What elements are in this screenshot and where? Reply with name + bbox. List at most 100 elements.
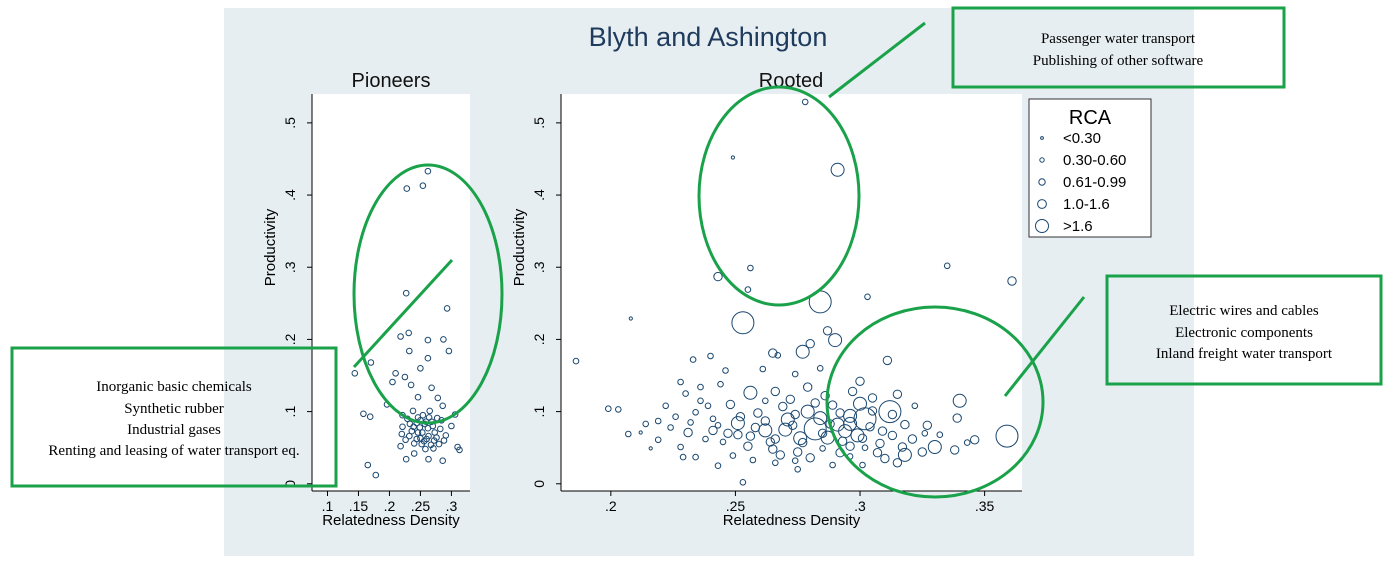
pioneers-data-point [397,333,404,340]
pioneers-data-point [442,432,450,439]
rooted-x-tick-label: .2 [605,498,617,514]
rooted-data-point [917,447,927,457]
rooted-data-point [780,412,795,427]
rooted-data-point [791,457,799,465]
rooted-data-point [828,333,843,348]
legend-title: RCA [1069,107,1112,129]
rooted-data-point [952,393,967,408]
pioneers-data-point [437,425,444,433]
rooted-data-point [714,422,722,429]
annotation-left-pointer [352,258,454,369]
legend-label: <0.30 [1063,130,1101,147]
pioneers-data-point [427,441,435,449]
rooted-data-point [687,419,694,426]
rooted-data-point [667,424,674,431]
annotation-top: Passenger water transport Publishing of … [828,6,1286,99]
rooted-data-point [936,431,944,439]
rooted-data-point [800,404,815,419]
rooted-data-point [689,356,697,363]
rooted-data-point [692,453,699,461]
pioneers-data-point [367,359,375,366]
rooted-x-tick-label: .25 [726,498,746,514]
pioneers-data-point [440,336,447,343]
rooted-data-point [642,420,650,428]
rooted-data-point [648,446,653,451]
legend-marker [1040,136,1044,140]
rooted-data-point [747,264,754,272]
rooted-y-tick-label: .4 [531,189,547,201]
rooted-data-point [743,385,758,400]
rooted-data-point [733,430,743,440]
rooted-data-point [749,456,757,464]
rooted-data-point [708,425,718,436]
rooted-data-point [702,435,709,443]
rooted-data-point [768,444,778,454]
pioneers-y-tick-label: 0 [282,480,298,488]
rooted-data-point [683,427,693,438]
pioneers-x-axis-label: Relatedness Density [322,512,460,529]
rooted-data-point [822,326,833,336]
pioneers-y-tick-label: .5 [282,117,298,129]
rooted-data-point [775,450,785,460]
annotation-left-box [10,346,338,488]
pioneers-data-point [426,407,434,415]
rooted-data-point [882,355,893,366]
pioneers-data-point [439,457,447,465]
pioneers-y-tick-label: .2 [282,333,298,345]
legend: RCA <0.30 0.30-0.60 0.61-0.99 1.0-1.6 >1.6 [1028,98,1152,238]
pioneers-y-tick-label: .3 [282,261,298,273]
pioneers-data-point [410,450,418,457]
pioneers-data-point [425,455,432,463]
pioneers-data-point [433,434,440,441]
rooted-data-point [672,413,679,421]
annotation-right: Electric wires and cables Electronic com… [1003,274,1383,397]
pioneers-data-point [366,413,374,421]
rooted-panel: 0 .1 .2 .3 .4 .5 .2 .25 .3 .35 Relatedness Density… [511,70,1022,529]
rooted-data-point [662,402,670,410]
pioneers-plot-area [312,94,470,491]
rooted-data-point [853,396,867,411]
rooted-x-tick-label: .3 [854,498,866,514]
rooted-data-point [877,426,888,436]
rooted-data-point [943,262,951,270]
pioneers-data-point [389,378,396,386]
rooted-data-point [897,442,908,452]
rooted-data-point [707,352,714,360]
rooted-data-point [745,431,756,441]
rooted-y-axis-label: Productivity [511,208,528,286]
rooted-data-point [794,466,802,473]
pioneers-x-tick-label: .15 [349,498,369,514]
pioneers-data-point [424,354,432,362]
pioneers-data-point [445,347,453,355]
pioneers-x-tick-label: .25 [411,498,431,514]
rooted-data-point [867,393,878,403]
pioneers-y-tick-label: .4 [282,189,298,201]
rooted-data-point [880,453,890,464]
rooted-data-point [963,439,971,446]
annotation-top-pointer [828,21,926,99]
rooted-data-point [682,390,689,397]
pioneers-data-point [434,394,442,402]
pioneers-data-point [417,365,424,372]
rooted-data-point [762,397,769,405]
pioneers-data-point [443,305,451,312]
pioneers-data-point [409,407,417,415]
rooted-data-point [719,438,727,446]
pioneers-data-point [425,414,433,421]
rooted-data-point [805,453,815,463]
rooted-data-point [788,420,798,430]
pioneers-x-tick-label: .2 [384,498,396,514]
rooted-data-point [638,430,643,435]
rooted-data-point [723,428,733,438]
pioneers-data-point [364,461,372,469]
chart-title: Blyth and Ashington [589,22,828,52]
rooted-data-point [730,416,745,431]
rooted-data-point [887,430,898,441]
rooted-data-point [864,293,871,301]
pioneers-data-point [424,336,432,344]
pioneers-data-point [408,427,416,435]
rooted-data-point [760,416,770,426]
rooted-x-tick-label: .35 [975,498,995,514]
rooted-data-point [765,437,775,447]
pioneers-data-point [407,381,415,389]
